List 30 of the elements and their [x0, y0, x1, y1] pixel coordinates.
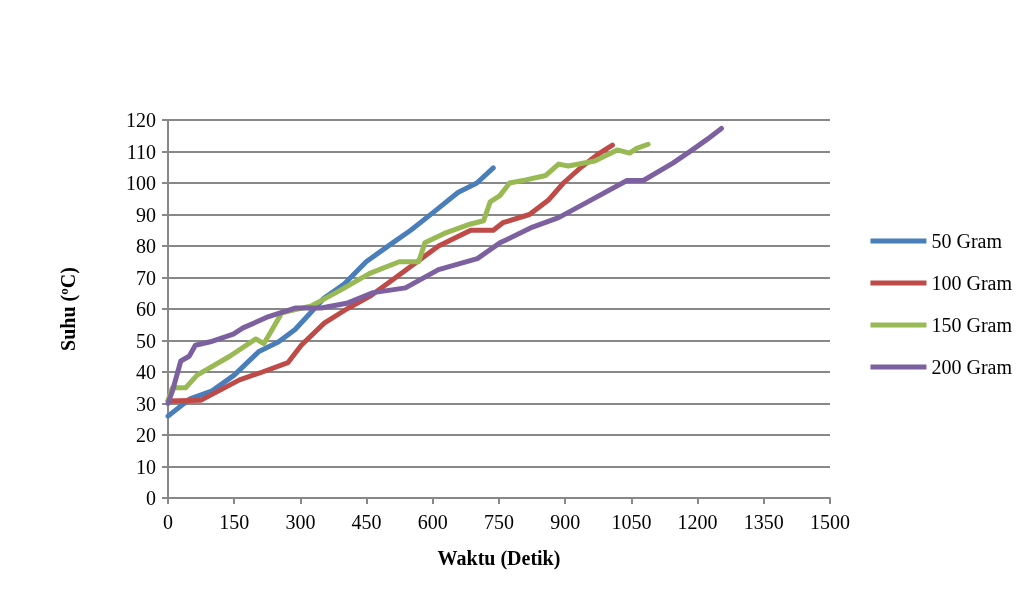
y-tick-label: 0 [146, 487, 156, 509]
x-tick-label: 150 [219, 511, 250, 533]
y-tick-label: 120 [126, 109, 156, 131]
x-tick-label: 1500 [810, 511, 850, 533]
y-tick-label: 50 [136, 329, 156, 352]
y-tick-label: 100 [126, 172, 156, 194]
x-tick-label: 0 [163, 511, 173, 533]
legend-label: 200 Gram [931, 356, 1013, 378]
x-tick-label: 300 [285, 511, 316, 533]
y-tick-label: 20 [136, 424, 156, 446]
y-tick-label: 90 [136, 203, 156, 226]
x-axis-title: Waktu (Detik) [437, 547, 561, 570]
x-tick-label: 900 [550, 511, 581, 533]
x-tick-label: 1050 [611, 511, 652, 533]
y-tick-label: 40 [136, 361, 156, 383]
legend-label: 100 Gram [931, 272, 1013, 294]
y-tick-label: 70 [136, 266, 156, 289]
x-tick-label: 1200 [677, 511, 718, 533]
legend-label: 150 Gram [931, 314, 1013, 336]
y-tick-label: 30 [136, 392, 156, 415]
y-tick-label: 80 [136, 235, 156, 257]
y-axis-title: Suhu (ºC) [57, 267, 80, 351]
x-tick-label: 1350 [743, 511, 784, 533]
y-tick-label: 110 [126, 140, 156, 163]
x-tick-label: 450 [351, 511, 382, 533]
x-tick-label: 750 [484, 511, 514, 533]
legend-label: 50 Gram [931, 230, 1003, 252]
x-tick-label: 600 [417, 511, 448, 533]
y-tick-label: 10 [136, 455, 156, 478]
y-tick-label: 60 [136, 298, 156, 320]
